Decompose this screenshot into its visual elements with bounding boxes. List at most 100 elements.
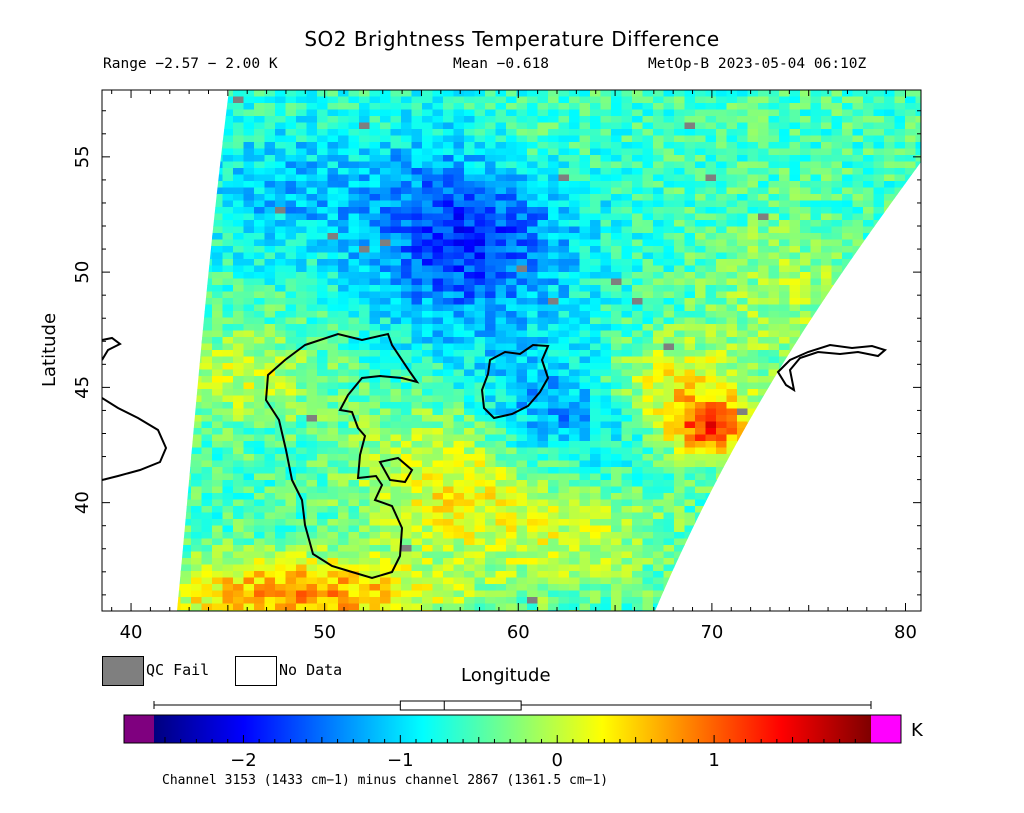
heatmap-cell — [380, 135, 392, 143]
heatmap-cell — [758, 408, 770, 416]
heatmap-cell — [590, 109, 602, 117]
heatmap-cell — [516, 96, 528, 104]
heatmap-cell — [894, 291, 906, 299]
heatmap-cell — [653, 155, 665, 163]
heatmap-cell — [810, 233, 822, 241]
heatmap-cell — [348, 493, 360, 501]
heatmap-cell — [222, 252, 234, 260]
heatmap-cell — [663, 512, 675, 520]
heatmap-cell — [369, 350, 381, 358]
heatmap-cell — [495, 246, 507, 254]
heatmap-cell — [558, 259, 570, 267]
heatmap-cell — [453, 161, 465, 169]
heatmap-cell — [810, 480, 822, 488]
heatmap-cell — [821, 259, 833, 267]
heatmap-cell — [380, 194, 392, 202]
heatmap-cell — [411, 285, 423, 293]
heatmap-cell — [810, 298, 822, 306]
heatmap-cell — [317, 395, 329, 403]
heatmap-cell — [411, 519, 423, 527]
heatmap-cell — [642, 161, 654, 169]
heatmap-cell — [863, 181, 875, 189]
heatmap-cell — [600, 122, 612, 130]
heatmap-cell — [285, 90, 297, 98]
heatmap-cell — [422, 213, 434, 221]
heatmap-cell — [852, 181, 864, 189]
heatmap-cell — [758, 324, 770, 332]
heatmap-cell — [789, 493, 801, 501]
heatmap-cell — [180, 220, 192, 228]
heatmap-cell — [243, 239, 255, 247]
heatmap-cell — [516, 317, 528, 325]
heatmap-cell — [317, 90, 329, 98]
heatmap-cell — [422, 246, 434, 254]
heatmap-cell — [527, 415, 539, 423]
heatmap-cell — [222, 155, 234, 163]
heatmap-cell — [233, 220, 245, 228]
heatmap-cell — [621, 246, 633, 254]
heatmap-cell — [810, 304, 822, 312]
heatmap-cell — [737, 135, 749, 143]
heatmap-cell — [201, 122, 213, 130]
heatmap-cell — [653, 506, 665, 514]
heatmap-cell — [579, 213, 591, 221]
heatmap-cell — [369, 512, 381, 520]
heatmap-cell — [873, 285, 885, 293]
heatmap-cell — [191, 207, 203, 215]
heatmap-cell — [495, 304, 507, 312]
heatmap-cell — [338, 538, 350, 546]
heatmap-cell — [789, 441, 801, 449]
heatmap-cell — [758, 239, 770, 247]
heatmap-cell — [380, 382, 392, 390]
heatmap-cell — [443, 441, 455, 449]
heatmap-cell — [348, 246, 360, 254]
heatmap-cell — [306, 415, 318, 423]
heatmap-cell — [327, 285, 339, 293]
heatmap-cell — [338, 207, 350, 215]
heatmap-cell — [768, 434, 780, 442]
heatmap-cell — [474, 480, 486, 488]
heatmap-cell — [180, 356, 192, 364]
heatmap-cell — [569, 343, 581, 351]
heatmap-cell — [443, 148, 455, 156]
heatmap-cell — [285, 525, 297, 533]
heatmap-cell — [275, 343, 287, 351]
heatmap-cell — [800, 181, 812, 189]
heatmap-cell — [611, 532, 623, 540]
heatmap-cell — [842, 226, 854, 234]
heatmap-cell — [401, 291, 413, 299]
heatmap-cell — [716, 356, 728, 364]
heatmap-cell — [884, 473, 896, 481]
heatmap-cell — [842, 473, 854, 481]
heatmap-cell — [264, 460, 276, 468]
heatmap-cell — [779, 519, 791, 527]
heatmap-cell — [285, 480, 297, 488]
heatmap-cell — [716, 337, 728, 345]
heatmap-cell — [684, 103, 696, 111]
heatmap-cell — [191, 181, 203, 189]
heatmap-cell — [432, 239, 444, 247]
heatmap-cell — [716, 220, 728, 228]
heatmap-cell — [632, 350, 644, 358]
heatmap-cell — [401, 415, 413, 423]
heatmap-cell — [453, 252, 465, 260]
heatmap-cell — [453, 402, 465, 410]
heatmap-cell — [516, 168, 528, 176]
heatmap-cell — [180, 291, 192, 299]
heatmap-cell — [590, 337, 602, 345]
heatmap-cell — [842, 213, 854, 221]
heatmap-cell — [464, 298, 476, 306]
heatmap-cell — [663, 421, 675, 429]
heatmap-cell — [852, 460, 864, 468]
heatmap-cell — [212, 148, 224, 156]
heatmap-cell — [180, 311, 192, 319]
heatmap-cell — [212, 525, 224, 533]
heatmap-cell — [432, 460, 444, 468]
heatmap-cell — [894, 486, 906, 494]
heatmap-cell — [348, 187, 360, 195]
heatmap-cell — [201, 356, 213, 364]
heatmap-cell — [464, 207, 476, 215]
heatmap-cell — [453, 519, 465, 527]
heatmap-cell — [852, 285, 864, 293]
heatmap-cell — [359, 129, 371, 137]
